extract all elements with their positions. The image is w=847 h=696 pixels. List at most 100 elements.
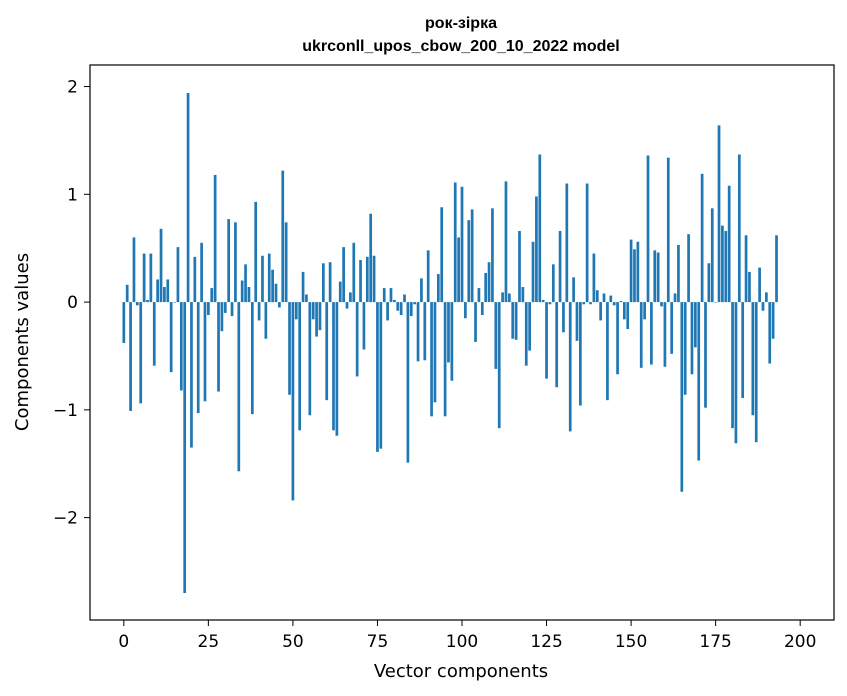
bar-160 <box>663 302 667 367</box>
bar-40 <box>257 302 261 321</box>
bar-190 <box>765 292 768 303</box>
bar-134 <box>575 302 579 341</box>
bar-154 <box>643 302 646 320</box>
bar-141 <box>599 302 603 321</box>
bar-46 <box>278 302 281 308</box>
bar-106 <box>480 302 484 316</box>
bar-37 <box>247 287 251 303</box>
bar-2 <box>129 302 132 411</box>
bar-51 <box>294 302 298 320</box>
bar-90 <box>426 250 430 303</box>
bar-69 <box>355 302 359 377</box>
bar-89 <box>423 302 427 361</box>
bar-7 <box>146 299 149 303</box>
bar-158 <box>656 252 660 303</box>
bar-101 <box>464 302 467 319</box>
bar-79 <box>389 288 393 303</box>
bar-123 <box>538 154 542 303</box>
bar-61 <box>328 262 332 303</box>
bar-132 <box>568 302 572 432</box>
bar-189 <box>761 302 765 311</box>
bars-group <box>122 93 778 594</box>
bar-125 <box>545 302 548 379</box>
bar-42 <box>264 302 268 339</box>
bar-105 <box>477 288 481 303</box>
bar-145 <box>612 302 616 306</box>
bar-177 <box>721 225 724 303</box>
bar-150 <box>629 239 633 303</box>
bar-109 <box>491 208 494 303</box>
bar-57 <box>315 302 318 337</box>
bar-50 <box>291 302 295 501</box>
bar-192 <box>771 302 775 339</box>
bar-26 <box>210 288 214 303</box>
bar-41 <box>261 255 264 303</box>
x-axis: 0 25 50 75 100 125 150 175 200 <box>118 620 816 652</box>
bar-58 <box>318 302 322 331</box>
bar-49 <box>288 302 291 395</box>
y-tick-label: −1 <box>53 401 78 421</box>
bar-181 <box>734 302 738 444</box>
bar-155 <box>646 155 650 303</box>
bar-117 <box>518 230 521 303</box>
bar-22 <box>196 302 200 414</box>
x-tick-label: 75 <box>367 632 389 652</box>
bar-104 <box>474 302 477 342</box>
y-tick-label: 2 <box>67 78 78 98</box>
bar-100 <box>460 186 464 303</box>
bar-44 <box>271 269 274 303</box>
bar-9 <box>152 302 156 366</box>
bar-148 <box>622 302 626 320</box>
bar-164 <box>677 244 680 303</box>
bar-6 <box>142 253 146 303</box>
bar-14 <box>169 302 173 373</box>
bar-119 <box>524 302 528 366</box>
bar-159 <box>660 302 663 307</box>
bar-56 <box>311 302 315 320</box>
bar-151 <box>633 249 636 303</box>
bar-62 <box>332 302 335 431</box>
bar-63 <box>335 302 339 436</box>
bar-30 <box>223 302 227 313</box>
bar-1 <box>125 284 129 303</box>
x-tick-label: 100 <box>446 632 478 652</box>
bar-53 <box>301 271 305 303</box>
bar-142 <box>602 293 606 303</box>
bar-184 <box>744 235 748 303</box>
bar-146 <box>616 302 619 375</box>
bar-29 <box>220 302 224 332</box>
bar-97 <box>450 302 454 381</box>
bar-23 <box>200 242 203 303</box>
y-tick-label: 0 <box>67 293 78 313</box>
bar-187 <box>754 302 758 443</box>
bar-183 <box>741 302 745 398</box>
bar-0 <box>122 302 126 344</box>
x-tick-label: 25 <box>198 632 220 652</box>
bar-67 <box>349 292 352 303</box>
bar-91 <box>430 302 433 417</box>
bar-121 <box>531 241 535 303</box>
bar-176 <box>717 125 721 303</box>
bar-170 <box>697 302 701 461</box>
bar-94 <box>440 207 444 303</box>
x-tick-label: 50 <box>282 632 304 652</box>
bar-83 <box>403 294 406 303</box>
bar-48 <box>284 222 288 303</box>
bar-156 <box>650 302 653 365</box>
bar-86 <box>413 302 417 305</box>
bar-163 <box>673 293 677 303</box>
bar-136 <box>582 302 586 305</box>
bar-153 <box>639 302 643 368</box>
bar-110 <box>494 302 498 369</box>
x-axis-label: Vector components <box>374 661 548 682</box>
bar-122 <box>535 196 538 303</box>
bar-95 <box>443 302 447 417</box>
bar-186 <box>751 302 755 416</box>
bar-39 <box>254 201 258 303</box>
bar-10 <box>156 279 159 303</box>
bar-54 <box>305 294 308 303</box>
bar-157 <box>653 250 657 303</box>
bar-24 <box>203 302 207 402</box>
bar-185 <box>748 271 751 303</box>
